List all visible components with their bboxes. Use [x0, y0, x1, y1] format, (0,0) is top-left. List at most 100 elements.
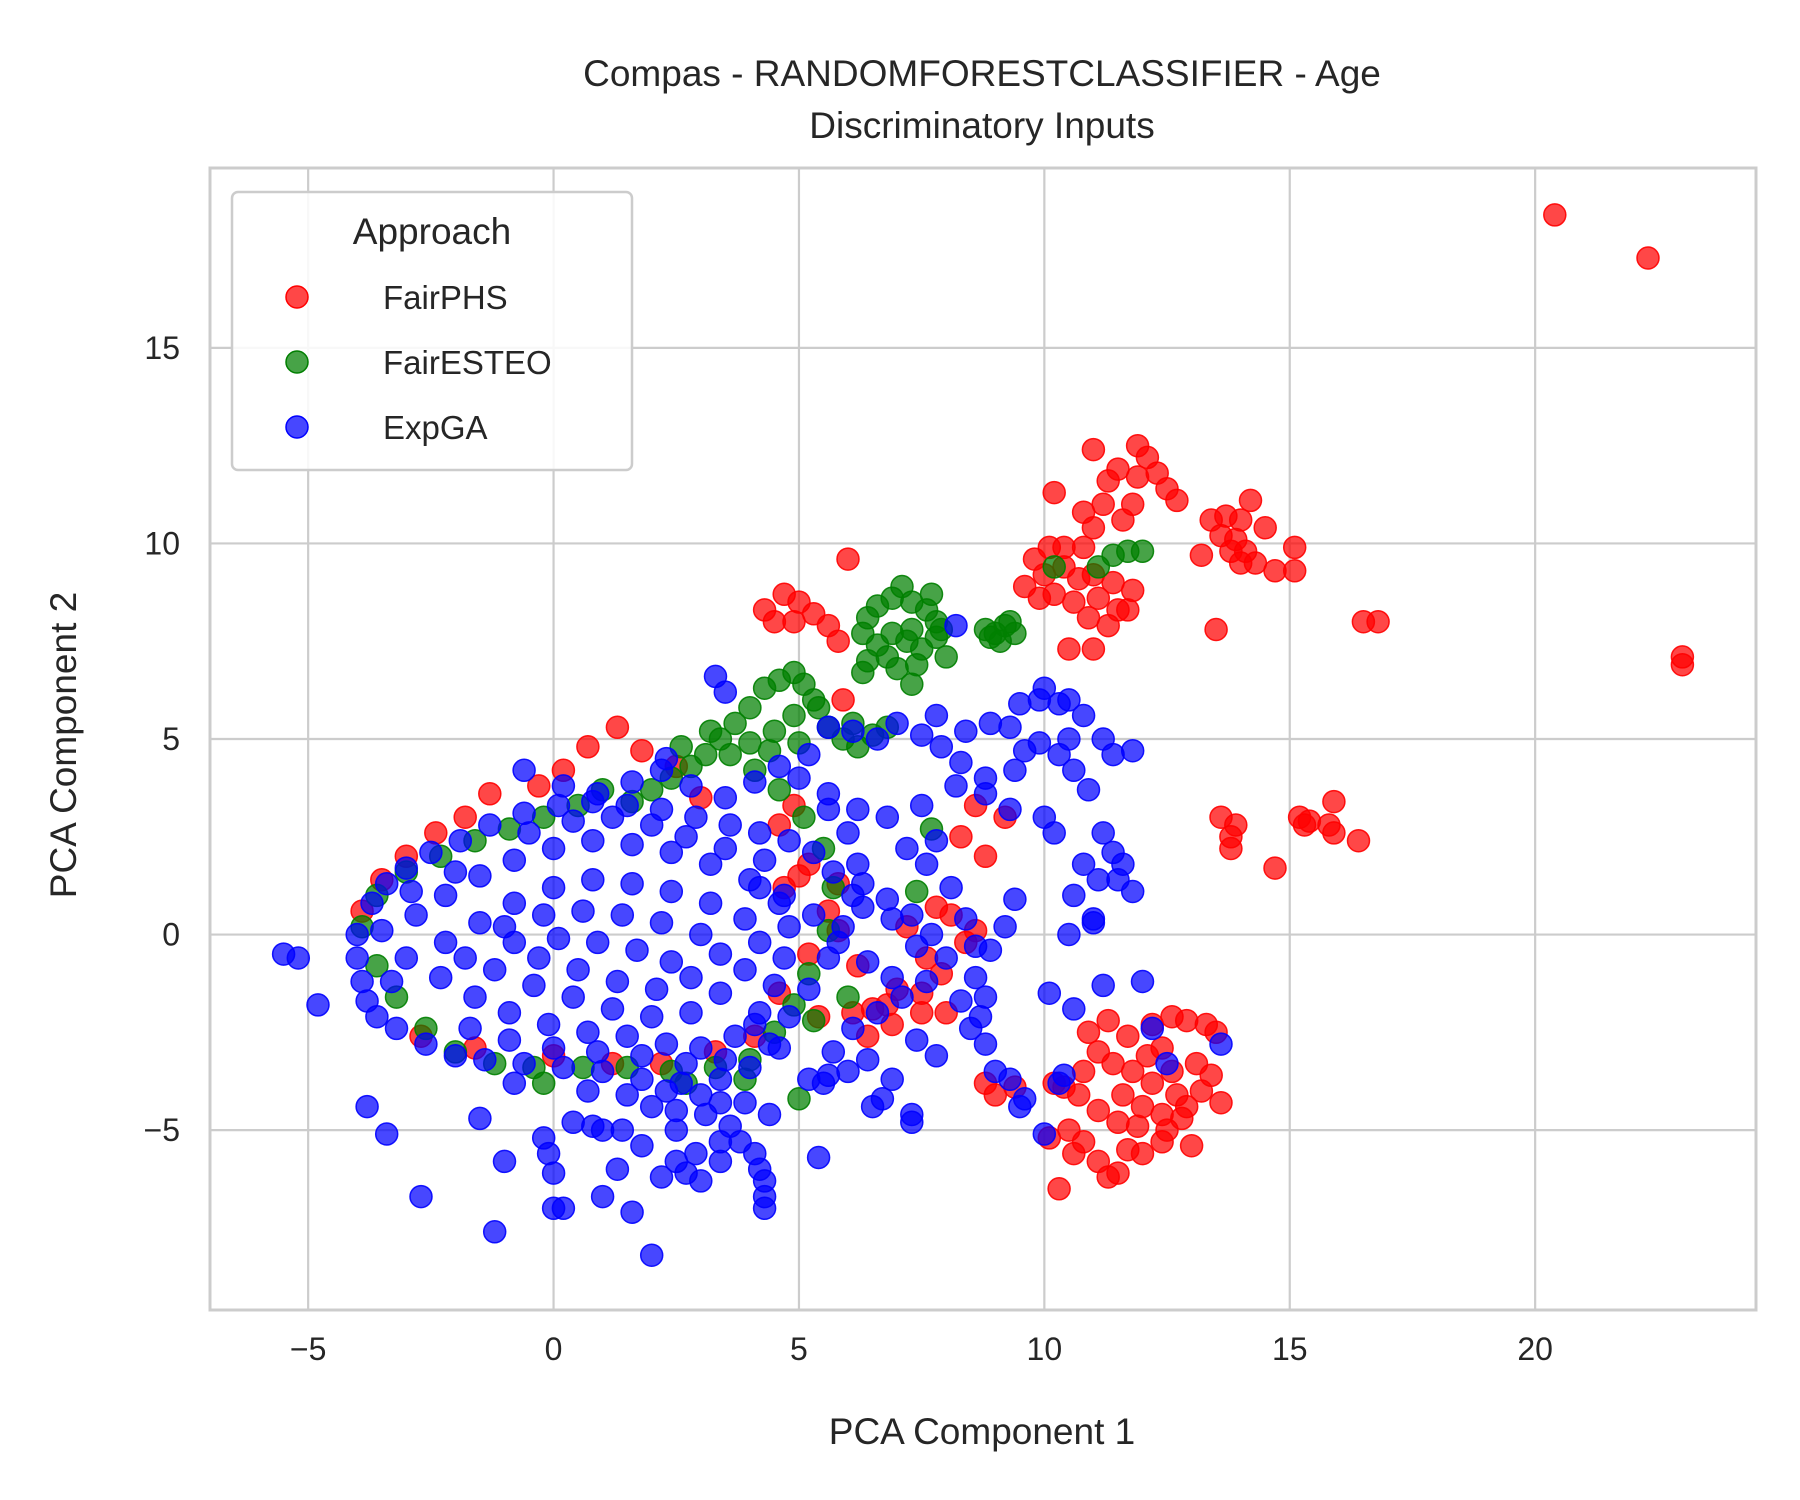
data-point	[836, 1059, 860, 1084]
data-point	[900, 903, 924, 927]
data-point	[1081, 437, 1106, 462]
data-point	[914, 852, 939, 876]
data-point	[590, 1059, 615, 1084]
data-point	[639, 1004, 664, 1029]
data-point	[885, 711, 909, 736]
data-point	[374, 871, 399, 896]
data-point	[419, 840, 443, 865]
data-point	[772, 946, 796, 970]
data-point	[1209, 1032, 1233, 1056]
data-point	[428, 965, 453, 990]
data-point	[767, 778, 792, 802]
data-point	[1091, 492, 1115, 517]
data-point	[1120, 738, 1145, 763]
data-point	[502, 930, 527, 955]
data-point	[963, 965, 988, 990]
data-point	[816, 797, 841, 822]
data-point	[733, 1090, 757, 1115]
data-point	[708, 942, 733, 966]
data-point	[350, 969, 374, 994]
data-point	[1086, 1098, 1111, 1123]
data-point	[900, 617, 924, 642]
data-point	[919, 582, 944, 607]
data-point	[806, 695, 831, 720]
data-point	[630, 738, 654, 763]
data-point	[522, 973, 546, 998]
data-point	[1042, 480, 1066, 505]
data-point	[404, 903, 428, 927]
data-point	[1140, 1016, 1165, 1041]
data-point	[1184, 1051, 1209, 1076]
data-point	[1292, 813, 1317, 837]
data-point	[527, 946, 551, 970]
data-point	[585, 930, 610, 955]
data-point	[630, 1133, 654, 1158]
legend-label-expga: ExpGA	[383, 409, 488, 446]
data-point	[792, 805, 816, 829]
data-point	[1012, 1087, 1037, 1111]
data-point	[1170, 1106, 1194, 1131]
data-point	[1071, 703, 1096, 728]
data-point	[944, 774, 968, 798]
data-point	[816, 1063, 841, 1088]
data-point	[973, 985, 998, 1009]
data-point	[806, 1145, 831, 1170]
data-point	[497, 1001, 522, 1025]
data-point	[1174, 1008, 1199, 1033]
data-point	[1091, 821, 1115, 845]
plot-points	[271, 203, 1695, 1267]
data-point	[639, 813, 664, 837]
data-point	[1253, 516, 1277, 540]
data-point	[1076, 606, 1101, 630]
data-point	[777, 914, 801, 939]
data-point	[689, 1036, 713, 1060]
legend: Approach FairPHS FairESTEO ExpGA	[230, 190, 634, 472]
data-point	[1096, 1008, 1120, 1033]
data-point	[797, 977, 821, 1002]
y-axis-label: PCA Component 2	[43, 592, 84, 898]
data-point	[1366, 609, 1390, 634]
data-point	[738, 1055, 762, 1080]
data-point	[639, 1094, 664, 1119]
data-point	[664, 1098, 689, 1123]
data-point	[846, 797, 870, 822]
legend-label-fairphs: FairPHS	[383, 279, 508, 316]
data-point	[384, 1016, 409, 1041]
data-point	[733, 957, 757, 982]
data-point	[1140, 1071, 1165, 1095]
data-point	[708, 1130, 733, 1154]
data-point	[615, 1024, 639, 1048]
data-point	[1081, 637, 1106, 661]
data-point	[649, 1165, 674, 1189]
data-point	[1111, 1083, 1135, 1107]
legend-label-fairesteo: FairESTEO	[383, 344, 552, 381]
data-point	[536, 1012, 561, 1037]
data-point	[787, 766, 811, 790]
data-point	[512, 801, 536, 826]
data-point	[463, 985, 487, 1009]
data-point	[620, 770, 644, 794]
data-point	[689, 922, 713, 947]
data-point	[713, 1047, 738, 1072]
data-point	[821, 1040, 846, 1064]
legend-marker-fairphs	[285, 285, 309, 309]
data-point	[1219, 836, 1243, 861]
data-point	[1057, 922, 1081, 947]
data-point	[679, 774, 703, 798]
data-point	[551, 774, 576, 798]
data-point	[1322, 821, 1346, 845]
data-point	[659, 840, 684, 865]
y-tick-label: 10	[144, 525, 180, 561]
data-point	[620, 832, 644, 857]
data-point	[630, 1044, 654, 1068]
data-point	[399, 879, 423, 904]
data-point	[497, 1028, 522, 1052]
data-point	[443, 1044, 468, 1068]
data-point	[1062, 997, 1086, 1021]
data-point	[973, 766, 998, 790]
data-point	[846, 852, 870, 876]
chart-title: Compas - RANDOMFORESTCLASSIFIER - Age	[583, 53, 1381, 94]
data-point	[698, 719, 723, 743]
data-point	[561, 809, 585, 833]
